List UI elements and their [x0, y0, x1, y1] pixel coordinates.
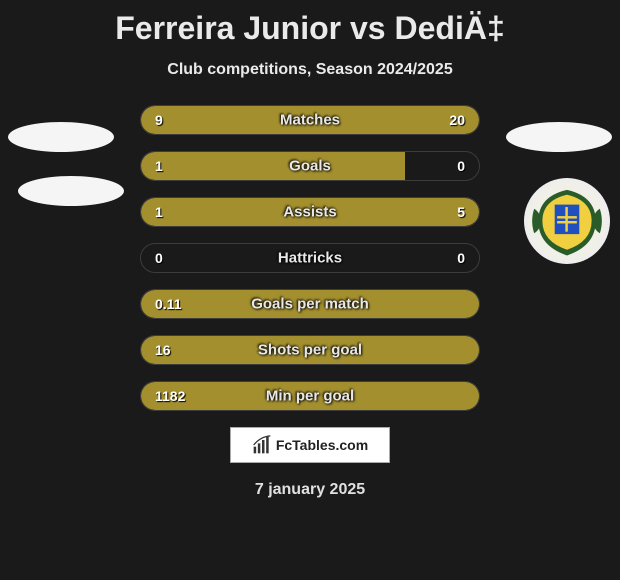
date-label: 7 january 2025 [0, 481, 620, 499]
stat-label: Assists [283, 204, 336, 221]
stat-row: Goals per match 0.11 [140, 289, 480, 319]
stat-value-right: 0 [457, 158, 465, 174]
stat-row: Shots per goal 16 [140, 335, 480, 365]
stat-label: Goals per match [251, 296, 369, 313]
bar-right [198, 198, 479, 226]
bar-left [141, 198, 198, 226]
stat-row: Hattricks 0 0 [140, 243, 480, 273]
stat-value-right: 5 [457, 204, 465, 220]
page-title: Ferreira Junior vs DediÄ‡ [0, 0, 620, 47]
footer-label: FcTables.com [276, 437, 368, 453]
stat-row: Min per goal 1182 [140, 381, 480, 411]
stat-label: Matches [280, 112, 340, 129]
stat-label: Goals [289, 158, 331, 175]
stat-value-right: 0 [457, 250, 465, 266]
stat-value-left: 1 [155, 204, 163, 220]
stat-label: Hattricks [278, 250, 342, 267]
chart-icon [252, 435, 272, 455]
stat-value-left: 16 [155, 342, 171, 358]
stat-value-left: 1182 [155, 388, 185, 404]
stat-value-left: 1 [155, 158, 163, 174]
comparison-chart: Matches920Goals10Assists15Hattricks00Goa… [0, 105, 620, 411]
stat-value-right: 20 [449, 112, 465, 128]
stat-row: Goals 1 0 [140, 151, 480, 181]
stat-row: Assists 1 5 [140, 197, 480, 227]
stat-value-left: 0.11 [155, 296, 181, 312]
subtitle: Club competitions, Season 2024/2025 [0, 61, 620, 79]
stat-value-left: 0 [155, 250, 163, 266]
stat-label: Shots per goal [258, 342, 362, 359]
stat-row: Matches 9 20 [140, 105, 480, 135]
footer-attribution: FcTables.com [230, 427, 390, 463]
stat-value-left: 9 [155, 112, 163, 128]
stat-label: Min per goal [266, 388, 354, 405]
bar-left [141, 152, 405, 180]
